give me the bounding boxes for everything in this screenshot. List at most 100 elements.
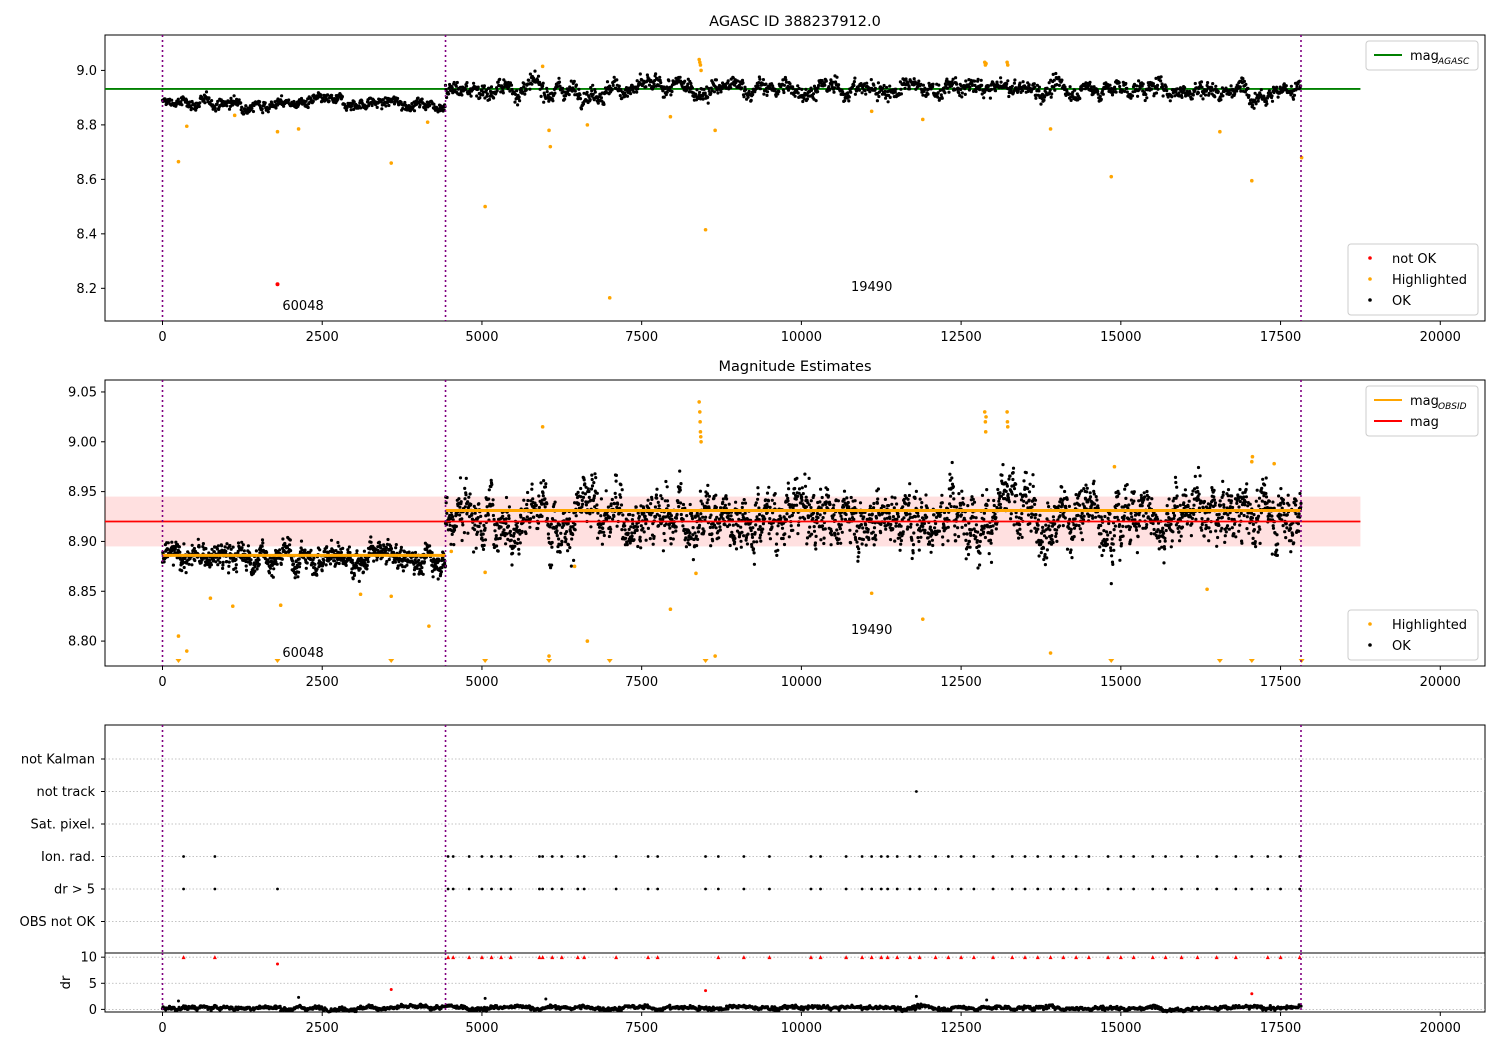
ok-point [517,552,521,556]
ok-point [296,575,300,579]
ok-point [213,106,217,110]
ok-point [661,549,666,553]
ok-point [231,545,235,549]
ok-point [667,79,671,83]
ok-point [1199,94,1203,98]
ok-point [953,533,957,537]
ok-point [856,555,860,559]
ok-point [953,88,957,92]
ok-point [504,517,508,521]
ok-point [472,550,476,554]
ok-point [849,541,853,545]
ok-point [1057,75,1061,79]
ok-point [684,545,689,549]
ok-point [196,537,200,541]
ok-point [707,86,711,91]
ok-point [887,504,891,508]
ok-point [890,502,894,506]
ok-point [795,476,799,480]
ok-point [1199,80,1204,84]
ok-point [478,96,482,100]
ok-point [589,487,594,491]
ok-point [664,93,668,97]
ok-point [1026,89,1030,93]
ok-point [336,97,340,101]
x-tick-label: 15000 [1100,330,1141,345]
ok-point [337,561,341,566]
ok-point [550,545,554,549]
ok-point [758,87,763,91]
ok-point [882,83,886,88]
ok-point [902,516,906,520]
ok-point [1048,88,1052,92]
ok-point [604,489,608,493]
ok-point [229,96,233,100]
ok-point [734,500,738,504]
ok-point [848,528,852,532]
ok-point [908,482,912,486]
ok-point [509,538,513,542]
ok-point [557,76,561,80]
ok-point [190,563,194,567]
ok-point [590,473,594,477]
ok-point [553,500,557,504]
ok-point [202,98,206,102]
ok-point [392,102,397,106]
ok-point [481,547,486,552]
ok-point [1007,500,1011,504]
ok-point [877,94,881,99]
ok-point [1246,86,1250,91]
ok-point [853,92,858,96]
ok-point [281,537,285,541]
ok-point [950,80,954,84]
ok-point [761,527,765,531]
ok-point [963,92,967,96]
ok-point [332,559,336,563]
legend-label: OK [1392,294,1411,309]
ok-point [989,87,994,92]
ok-point [1008,474,1012,478]
ok-point [677,505,681,509]
ok-point [228,543,232,548]
ok-point [756,486,760,490]
ok-point [504,542,508,546]
ok-point [621,513,625,517]
ok-point [982,96,986,100]
ok-point [596,101,600,105]
ok-point [885,85,889,90]
ok-point [599,514,603,518]
ok-point [951,77,955,81]
ok-point [197,545,201,549]
ok-point [740,78,745,82]
ok-point [829,529,834,533]
y-tick-label: 8.6 [76,173,97,188]
ok-point [820,495,824,500]
ok-point [1219,98,1223,102]
ok-point [518,99,522,103]
ok-point [257,558,261,562]
ok-point [731,523,735,527]
x-tick-label: 10000 [781,330,822,345]
ok-point [1130,94,1135,98]
ok-point [800,486,804,490]
ok-point [594,476,598,480]
ok-point [1069,98,1073,102]
ok-point [723,523,727,527]
ok-point [776,92,780,96]
ok-point [959,513,964,517]
ok-point [595,491,599,495]
ok-point [664,479,668,484]
ok-point [961,496,965,500]
ok-point [424,108,428,112]
ok-point [479,529,483,533]
ok-point [641,526,645,531]
ok-point [693,531,697,535]
ok-point [572,558,576,563]
ok-point [1214,84,1218,88]
ok-point [911,543,916,547]
ok-point [1191,93,1195,97]
ok-point [957,91,961,95]
ok-point [1206,81,1210,85]
ok-point [931,543,935,548]
